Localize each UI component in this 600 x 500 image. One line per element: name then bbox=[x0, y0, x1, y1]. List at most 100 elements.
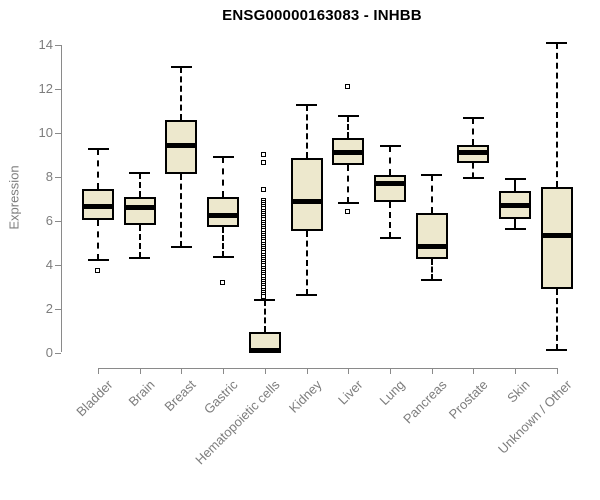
upper-whisker-prostate bbox=[472, 117, 475, 146]
x-tick-label-gastric: Gastric bbox=[201, 377, 241, 417]
lower-whisker-cap-unknown-other bbox=[546, 349, 568, 352]
x-tick-mark bbox=[348, 368, 350, 374]
box-brain bbox=[123, 196, 156, 226]
lower-whisker-prostate bbox=[472, 162, 475, 179]
chart-title: ENSG00000163083 - INHBB bbox=[222, 7, 422, 24]
outlier-point-hematopoietic-cells bbox=[261, 160, 267, 166]
outlier-point-hematopoietic-cells bbox=[261, 186, 267, 192]
x-tick-label-liver: Liver bbox=[335, 377, 366, 408]
median-line-breast bbox=[165, 142, 198, 148]
y-axis-line bbox=[61, 45, 62, 353]
x-tick-label-brain: Brain bbox=[125, 377, 158, 410]
lower-whisker-gastric bbox=[222, 227, 225, 258]
x-tick-label-kidney: Kidney bbox=[285, 377, 325, 416]
upper-whisker-bladder bbox=[97, 148, 99, 190]
y-tick-mark bbox=[55, 220, 61, 222]
median-line-skin bbox=[499, 203, 532, 209]
box-kidney bbox=[290, 158, 323, 231]
lower-whisker-cap-skin bbox=[504, 227, 526, 230]
upper-whisker-gastric bbox=[222, 157, 225, 197]
upper-whisker-lung bbox=[389, 146, 392, 175]
outlier-point-bladder bbox=[94, 267, 100, 273]
upper-whisker-cap-prostate bbox=[462, 116, 484, 119]
outlier-point-hematopoietic-cells bbox=[261, 294, 267, 300]
upper-whisker-breast bbox=[180, 67, 183, 121]
x-tick-label-skin: Skin bbox=[504, 377, 533, 406]
upper-whisker-liver bbox=[347, 115, 350, 138]
outlier-point-gastric bbox=[219, 279, 225, 285]
upper-whisker-cap-brain bbox=[129, 171, 151, 174]
median-line-liver bbox=[332, 150, 365, 156]
upper-whisker-skin bbox=[514, 179, 517, 192]
lower-whisker-cap-breast bbox=[170, 246, 192, 249]
x-tick-mark bbox=[431, 368, 433, 374]
median-line-bladder bbox=[82, 204, 114, 210]
median-line-lung bbox=[374, 181, 407, 187]
y-tick-label: 8 bbox=[45, 169, 53, 185]
lower-whisker-unknown-other bbox=[555, 288, 558, 351]
x-tick-mark bbox=[306, 368, 308, 374]
y-tick-label: 10 bbox=[38, 125, 53, 141]
outlier-point-liver bbox=[344, 208, 350, 214]
upper-whisker-pancreas bbox=[430, 174, 433, 214]
y-tick-label: 0 bbox=[45, 344, 53, 360]
lower-whisker-cap-bladder bbox=[87, 259, 109, 262]
median-line-hematopoietic-cells bbox=[248, 347, 281, 353]
y-tick-mark bbox=[55, 264, 61, 266]
lower-whisker-cap-kidney bbox=[296, 294, 318, 297]
y-tick-label: 14 bbox=[38, 37, 53, 53]
median-line-kidney bbox=[290, 198, 323, 204]
box-unknown-other bbox=[540, 186, 573, 289]
box-gastric bbox=[207, 196, 240, 228]
box-lung bbox=[374, 174, 407, 203]
upper-whisker-hematopoietic-cells bbox=[263, 299, 266, 332]
x-tick-label-unknown-other: Unknown / Other bbox=[494, 377, 575, 457]
y-tick-label: 4 bbox=[45, 256, 53, 272]
median-line-gastric bbox=[207, 212, 240, 218]
upper-whisker-kidney bbox=[305, 104, 308, 159]
lower-whisker-cap-pancreas bbox=[421, 279, 443, 282]
lower-whisker-breast bbox=[180, 173, 183, 248]
outlier-point-hematopoietic-cells bbox=[261, 151, 267, 157]
x-tick-label-bladder: Bladder bbox=[73, 377, 116, 420]
y-tick-mark bbox=[55, 89, 61, 91]
lower-whisker-kidney bbox=[305, 230, 308, 296]
x-tick-mark bbox=[473, 368, 475, 374]
x-tick-label-lung: Lung bbox=[376, 377, 408, 409]
median-line-unknown-other bbox=[540, 232, 573, 238]
upper-whisker-cap-breast bbox=[170, 66, 192, 69]
x-axis-line bbox=[98, 368, 558, 369]
upper-whisker-cap-lung bbox=[379, 145, 401, 148]
x-tick-mark bbox=[98, 368, 99, 374]
lower-whisker-liver bbox=[347, 164, 350, 204]
x-tick-mark bbox=[264, 368, 266, 374]
lower-whisker-skin bbox=[514, 218, 517, 229]
x-tick-mark bbox=[181, 368, 183, 374]
upper-whisker-unknown-other bbox=[555, 43, 558, 187]
upper-whisker-cap-liver bbox=[337, 114, 359, 117]
x-tick-mark bbox=[556, 368, 558, 374]
box-pancreas bbox=[415, 213, 448, 260]
x-tick-label-breast: Breast bbox=[161, 377, 200, 415]
upper-whisker-cap-skin bbox=[504, 178, 526, 181]
median-line-pancreas bbox=[415, 243, 448, 249]
outlier-point-liver bbox=[344, 83, 350, 89]
x-tick-mark bbox=[139, 368, 141, 374]
y-tick-label: 12 bbox=[38, 81, 53, 97]
x-tick-label-prostate: Prostate bbox=[446, 377, 492, 422]
lower-whisker-cap-brain bbox=[129, 257, 151, 260]
lower-whisker-bladder bbox=[97, 219, 99, 261]
x-tick-mark bbox=[223, 368, 225, 374]
lower-whisker-brain bbox=[138, 225, 141, 259]
upper-whisker-cap-bladder bbox=[87, 147, 109, 150]
y-tick-mark bbox=[55, 45, 61, 47]
upper-whisker-cap-pancreas bbox=[421, 173, 443, 176]
upper-whisker-cap-hematopoietic-cells bbox=[254, 298, 276, 301]
y-tick-mark bbox=[55, 133, 61, 135]
upper-whisker-cap-unknown-other bbox=[546, 42, 568, 45]
y-tick-label: 2 bbox=[45, 300, 53, 316]
lower-whisker-cap-lung bbox=[379, 237, 401, 240]
upper-whisker-cap-gastric bbox=[212, 156, 234, 159]
